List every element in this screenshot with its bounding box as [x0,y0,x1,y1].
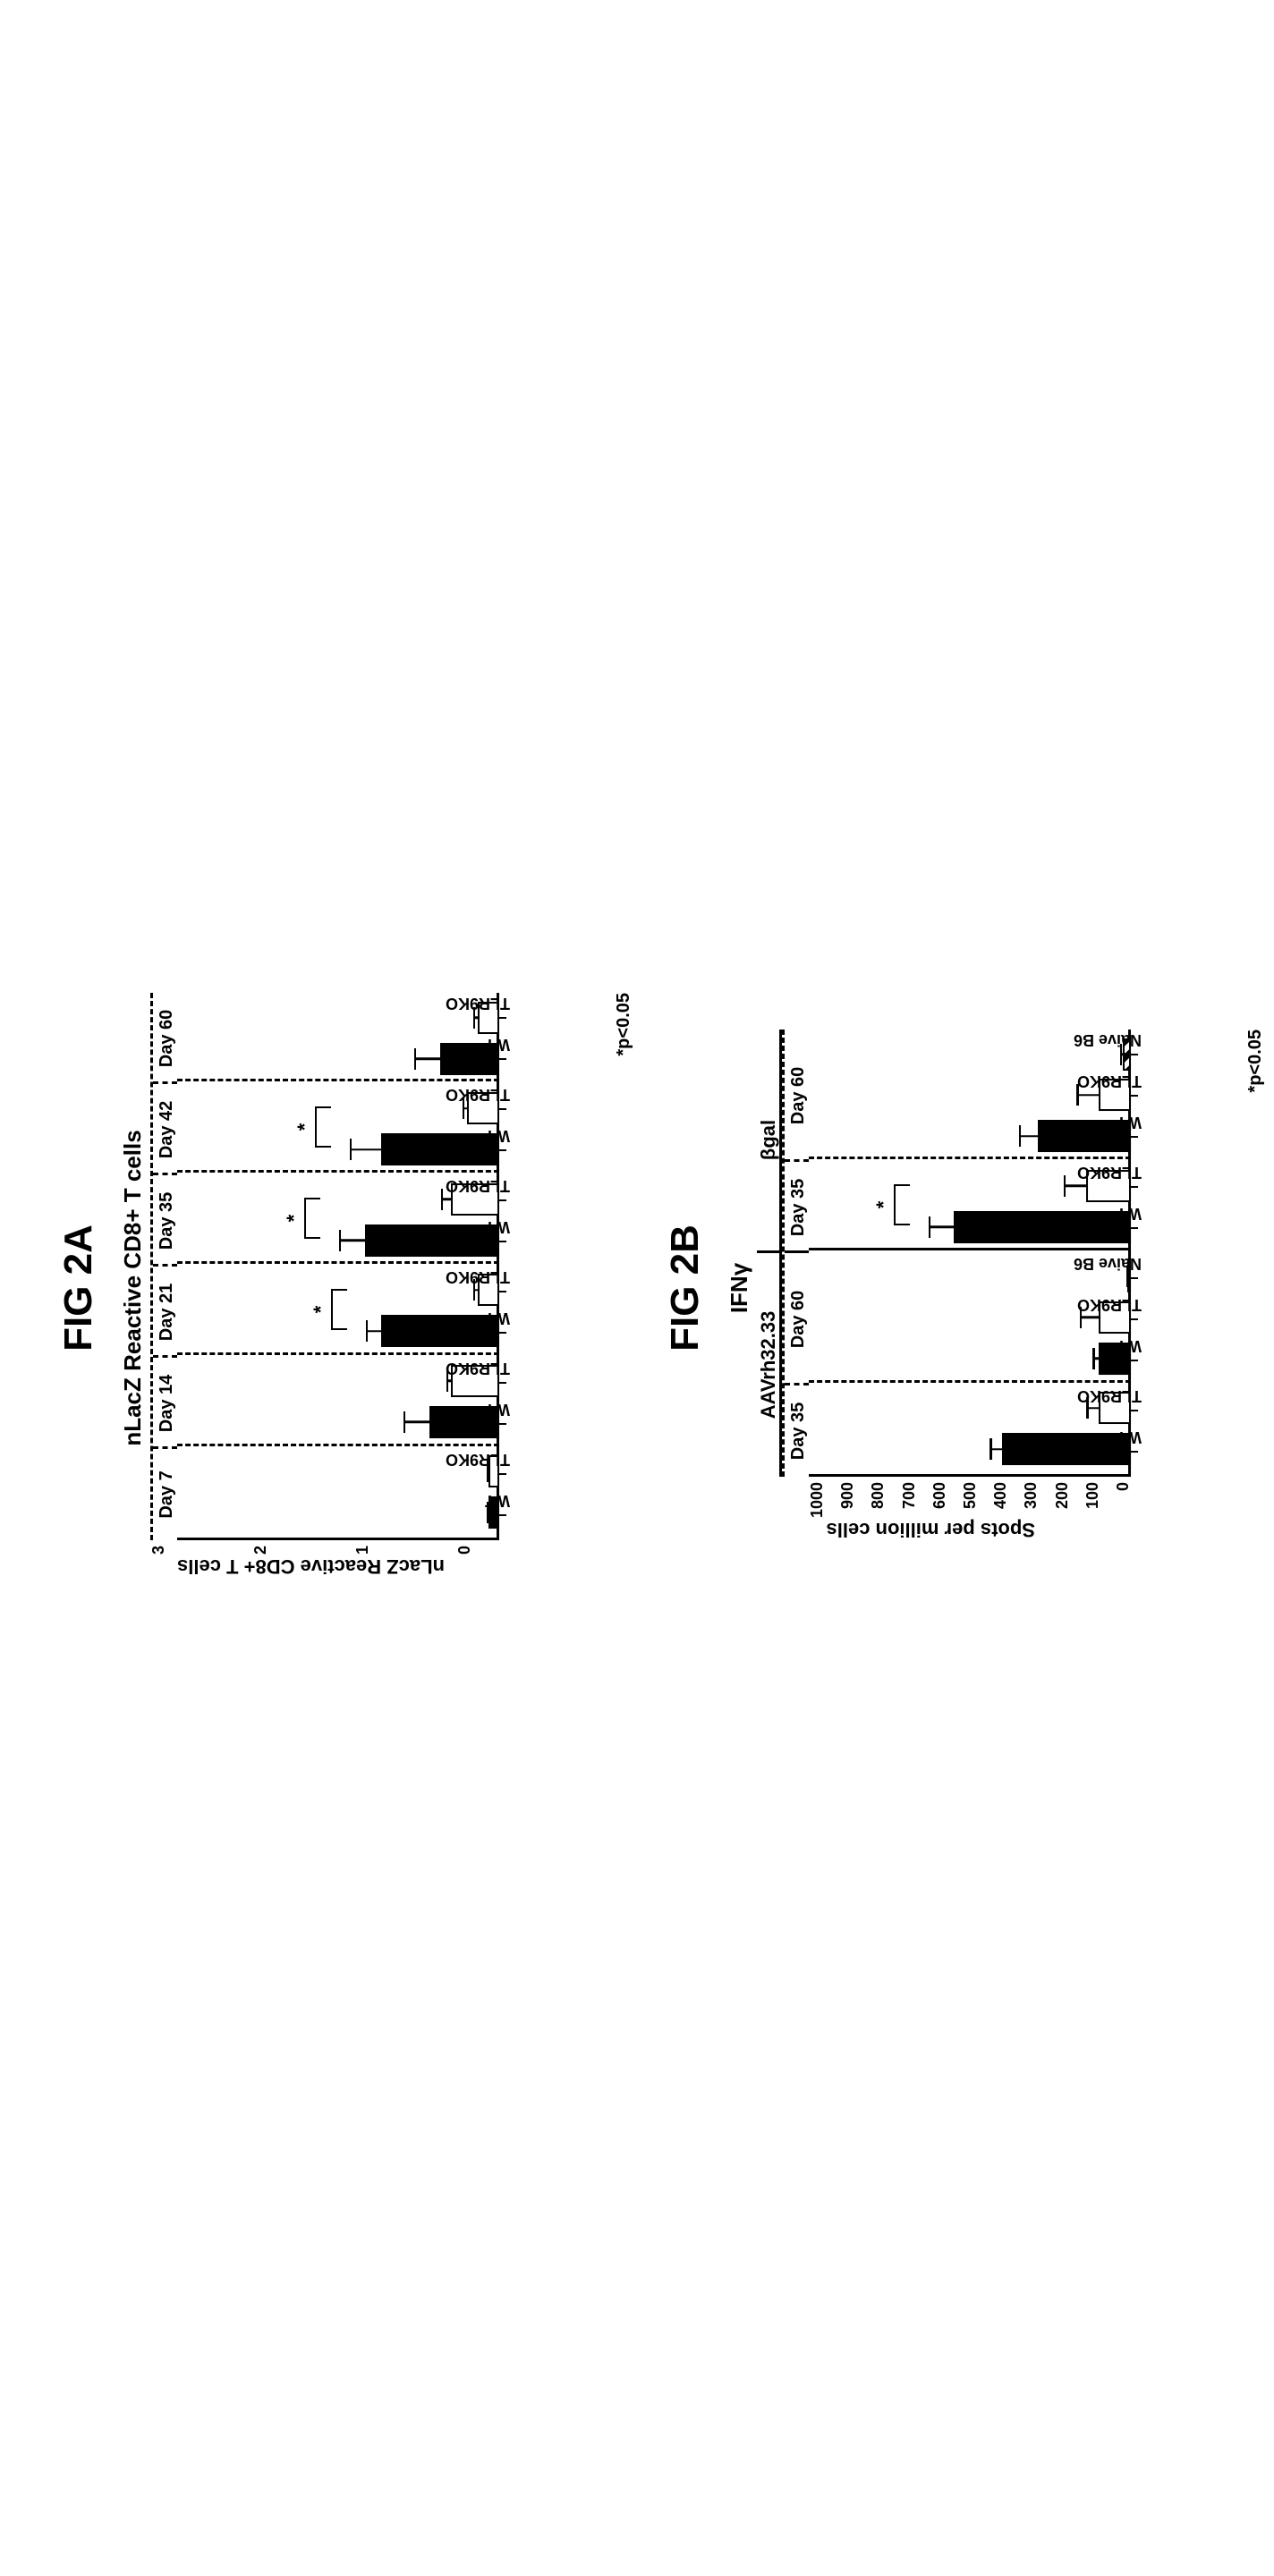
x-tick-label: WT [1117,1204,1142,1223]
x-tick-label: TLR9KO [446,1267,510,1286]
plot-col: AAVrh32.33βgal Day 35Day 60Day 35Day 60 … [757,1030,1238,1477]
y-tick: 700 [901,1482,917,1518]
group-headers: Day 7Day 14Day 21Day 35Day 42Day 60 [150,993,177,1540]
chart-title: IFNγ [726,1030,753,1546]
chart-wrap: Spots per million cells 1000900800700600… [757,1030,1238,1546]
antigen-headers: AAVrh32.33βgal [757,1030,782,1477]
x-tick-label: WT [1117,1113,1142,1131]
x-tick-label: WT [486,1217,511,1236]
y-tick: 900 [840,1482,856,1518]
plot-col: Day 7Day 14Day 21Day 35Day 42Day 60 *** … [150,993,607,1540]
x-ticks: WTTLR9KOWTTLR9KOWTTLR9KOWTTLR9KOWTTLR9KO… [499,993,607,1540]
y-tick: 300 [1023,1482,1040,1518]
group-header: Day 35 [788,1385,809,1477]
y-ticks: 3 2 1 0 [150,1540,472,1555]
group-header: Day 60 [788,1030,809,1162]
bars-row: * [809,1030,1131,1474]
antigen-header: AAVrh32.33 [757,1253,782,1477]
y-tick: 0 [456,1546,472,1555]
figure-2b: FIG 2B IFNγ Spots per million cells 1000… [663,1030,1266,1546]
x-tick-label: WT [486,1491,511,1510]
y-axis-label: Spots per million cells [757,1518,1104,1546]
antigen-header: βgal [757,1030,782,1253]
x-tick-label: WT [486,1309,511,1327]
x-tick-label: Naive B6 [1074,1030,1142,1049]
y-tick: 200 [1054,1482,1070,1518]
group-header: Day 35 [788,1162,809,1253]
y-tick: 2 [252,1546,268,1555]
x-tick-label: WT [1117,1428,1142,1446]
x-tick-label: Naive B6 [1074,1254,1142,1273]
x-tick-label: TLR9KO [1077,1072,1142,1090]
x-tick-label: TLR9KO [446,1359,510,1377]
x-tick-label: TLR9KO [446,1176,510,1195]
x-tick-label: TLR9KO [446,994,510,1013]
fig-label: FIG 2B [663,1030,708,1546]
group-header: Day 60 [157,993,177,1084]
group-header: Day 7 [157,1449,177,1540]
y-tick: 100 [1084,1482,1100,1518]
y-tick: 3 [150,1546,166,1555]
x-tick-label: TLR9KO [1077,1386,1142,1405]
y-tick: 0 [1115,1482,1131,1518]
group-header: Day 21 [157,1267,177,1358]
x-tick-label: WT [1117,1336,1142,1355]
y-axis-label: nLacZ Reactive CD8+ T cells [150,1555,472,1583]
x-tick-label: TLR9KO [1077,1295,1142,1314]
group-headers: Day 35Day 60Day 35Day 60 [782,1030,809,1477]
y-tick: 800 [871,1482,887,1518]
y-ticks: 10009008007006005004003002001000 [809,1477,1131,1518]
chart-title: nLacZ Reactive CD8+ T cells [119,993,147,1583]
x-tick-label: WT [486,1126,511,1145]
group-header: Day 35 [157,1175,177,1267]
y-tick: 1 [354,1546,370,1555]
y-tick: 1000 [809,1482,825,1518]
pvalue-text: *p<0.05 [1245,1030,1266,1546]
x-tick-label: WT [486,1400,511,1419]
figure-2a: FIG 2A nLacZ Reactive CD8+ T cells nLacZ… [56,993,634,1583]
group-header: Day 42 [157,1084,177,1175]
x-tick-label: TLR9KO [1077,1163,1142,1182]
x-ticks: WTTLR9KOWTTLR9KONaive B6WTTLR9KOWTTLR9KO… [1131,1030,1238,1477]
fig-label: FIG 2A [56,993,101,1583]
group-header: Day 14 [157,1358,177,1449]
x-tick-label: TLR9KO [446,1085,510,1104]
y-tick: 500 [962,1482,978,1518]
plot-area: * [809,1030,1131,1477]
x-tick-label: WT [486,1035,511,1054]
chart-wrap: nLacZ Reactive CD8+ T cells 3210 Day 7Da… [150,993,607,1583]
y-tick: 400 [993,1482,1009,1518]
pvalue-text: *p<0.05 [614,993,634,1583]
group-header: Day 60 [788,1253,809,1385]
y-tick: 600 [931,1482,947,1518]
x-tick-label: TLR9KO [446,1450,510,1469]
